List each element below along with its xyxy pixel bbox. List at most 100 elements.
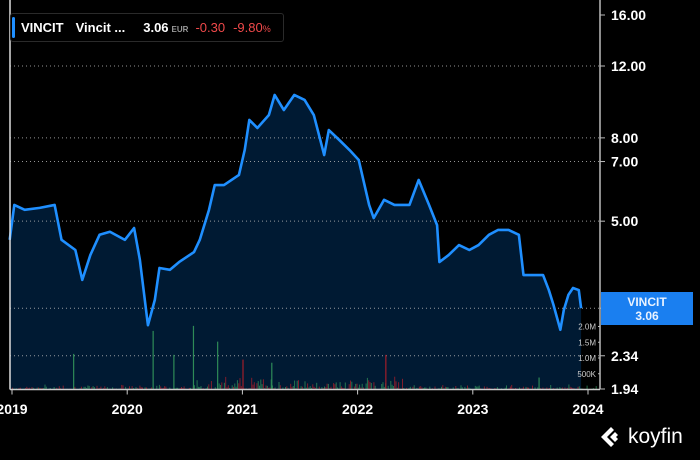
volume-bar (542, 387, 544, 390)
volume-bar (106, 387, 108, 390)
volume-bar (226, 387, 228, 390)
volume-bar (36, 387, 38, 390)
volume-bar (359, 384, 361, 390)
koyfin-logo-icon (601, 427, 618, 447)
volume-bar (429, 386, 431, 390)
volume-bar (392, 386, 394, 390)
volume-bar (214, 387, 216, 390)
volume-bar (162, 387, 164, 390)
volume-bar (452, 387, 454, 390)
last-price-symbol: VINCIT (627, 295, 667, 309)
volume-bar (402, 378, 403, 390)
volume-bar (259, 385, 260, 390)
volume-bar (285, 387, 286, 390)
volume-bar (467, 385, 468, 390)
volume-bar (381, 384, 383, 390)
volume-bar (87, 385, 89, 390)
volume-bar (233, 386, 234, 390)
volume-bar (330, 386, 332, 390)
volume-bar (396, 387, 398, 390)
volume-bar (256, 383, 258, 390)
volume-bar (444, 386, 446, 390)
volume-bar (509, 386, 511, 390)
volume-bar (268, 387, 270, 390)
volume-bar (325, 387, 327, 390)
legend-name: Vincit ... (75, 20, 126, 35)
volume-bar (496, 387, 498, 390)
volume-bar (156, 385, 158, 390)
volume-bar (39, 387, 41, 390)
volume-bar (413, 385, 415, 390)
volume-bar (416, 387, 418, 390)
volume-bar (218, 383, 220, 390)
volume-bar (526, 387, 528, 390)
volume-bar (368, 380, 370, 390)
volume-bar (511, 384, 513, 390)
volume-bar (318, 386, 320, 390)
legend[interactable]: VINCIT Vincit ... 3.06 EUR -0.30 -9.80% (10, 13, 284, 42)
volume-bar (447, 387, 449, 390)
volume-bar (383, 386, 385, 390)
volume-bar (173, 354, 175, 390)
volume-bar (327, 383, 329, 390)
price-line (8, 93, 583, 332)
volume-bar (425, 387, 427, 390)
volume-bar (460, 385, 462, 390)
volume-bar (286, 386, 288, 390)
volume-bar (122, 385, 124, 390)
volume-bar (369, 382, 371, 390)
volume-bar (301, 386, 303, 390)
volume-bar (272, 385, 273, 390)
volume-bar (307, 383, 309, 390)
volume-bar (326, 383, 328, 390)
volume-bar (356, 383, 358, 390)
volume-bar (298, 380, 299, 390)
volume-bar (390, 380, 392, 390)
volume-bar (335, 382, 337, 390)
volume-bar (129, 386, 130, 390)
volume-bar (252, 384, 254, 390)
volume-bar (365, 383, 367, 390)
volume-bar (183, 386, 185, 390)
volume-bar (135, 387, 137, 390)
volume-bar (290, 383, 292, 390)
volume-bar (506, 385, 507, 390)
volume-bar (360, 387, 362, 390)
legend-symbol: VINCIT (21, 20, 64, 35)
koyfin-logo[interactable]: koyfin (600, 425, 683, 449)
volume-bar (363, 387, 364, 390)
price-area (9, 95, 582, 389)
volume-bar (357, 387, 359, 390)
series-color-marker (12, 17, 15, 38)
volume-bar (339, 382, 341, 390)
volume-bar (53, 387, 55, 390)
volume-bar (308, 387, 310, 390)
volume-bar (305, 387, 307, 390)
volume-bar (151, 387, 153, 390)
x-tick-label: 2020 (112, 401, 143, 417)
volume-bar (139, 385, 141, 390)
volume-bar (45, 386, 47, 390)
volume-bar (131, 386, 133, 390)
volume-bar (223, 382, 225, 390)
volume-bar (418, 386, 420, 390)
volume-bar (321, 387, 323, 390)
volume-bar (296, 380, 298, 390)
volume-bar (311, 387, 312, 390)
y-tick-label: 16.00 (611, 7, 646, 23)
x-tick-label: 2021 (227, 401, 258, 417)
volume-bar (221, 382, 223, 390)
volume-bar (145, 387, 147, 390)
volume-bar (93, 387, 95, 390)
volume-bar (324, 386, 325, 390)
volume-bar (19, 387, 21, 390)
volume-bar (348, 384, 350, 390)
volume-bar (282, 387, 284, 390)
volume-bar (483, 386, 485, 390)
volume-bar (568, 384, 570, 390)
volume-bar (370, 383, 372, 390)
volume-tick-label: 500K (577, 370, 596, 379)
volume-bar (31, 387, 33, 390)
last-price-value: 3.06 (635, 309, 659, 323)
